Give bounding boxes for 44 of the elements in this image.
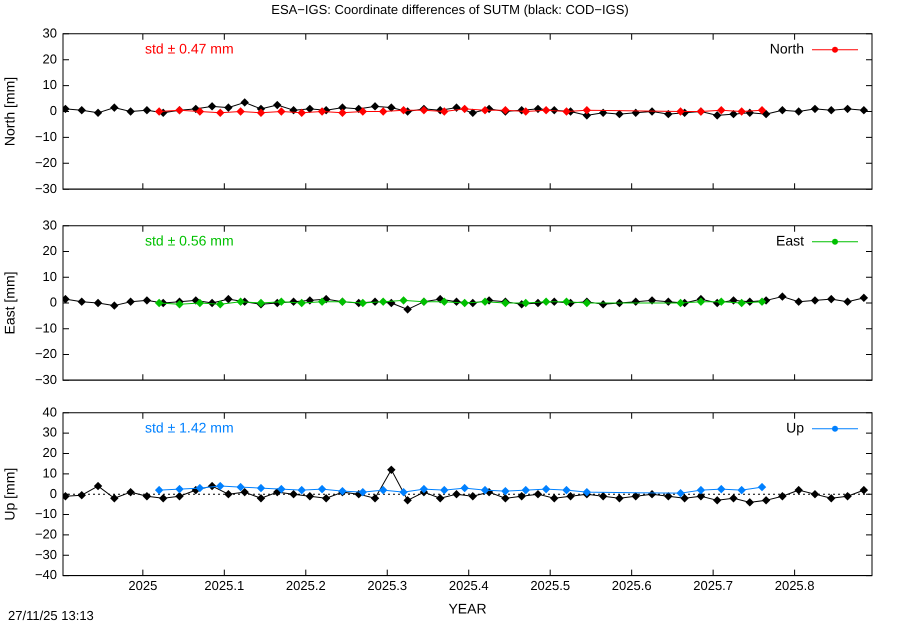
y-tick-label: 30: [42, 25, 57, 40]
x-axis-title: YEAR: [448, 600, 487, 616]
y-tick-label: 20: [42, 243, 57, 258]
y-tick-label: −10: [34, 128, 57, 144]
y-tick-label: 10: [42, 268, 57, 284]
y-tick-label: −10: [34, 506, 57, 522]
x-tick-label: 2025.4: [448, 578, 489, 593]
x-tick-label: 2025.8: [774, 578, 814, 593]
legend-label: North: [770, 40, 804, 57]
x-tick-label: 2025.3: [367, 578, 408, 593]
y-tick-label: 20: [42, 445, 57, 460]
y-tick-label: 10: [42, 77, 57, 92]
y-tick-label: −20: [34, 526, 57, 542]
y-tick-label: 20: [42, 51, 57, 66]
y-axis-title: East [mm]: [1, 271, 18, 335]
text: 27/11/25 13:13: [8, 608, 94, 623]
y-tick-label: −30: [34, 180, 57, 196]
y-tick-label: 0: [50, 103, 57, 118]
y-tick-label: 30: [42, 424, 57, 440]
x-tick-label: 2025.2: [286, 578, 326, 593]
y-tick-label: −30: [34, 372, 57, 387]
annotation: std ± 0.47 mm: [145, 40, 234, 57]
y-tick-label: −20: [34, 154, 57, 170]
x-tick-label: 2025: [128, 578, 158, 593]
legend-label: Up: [786, 420, 804, 436]
annotation: std ± 1.42 mm: [145, 420, 234, 436]
x-tick-label: 2025.7: [693, 578, 734, 593]
y-tick-label: −20: [34, 346, 57, 362]
x-tick-label: 2025.1: [204, 578, 244, 593]
x-tick-label: 2025.5: [530, 578, 570, 593]
y-tick-label: 0: [50, 486, 57, 501]
chart-title: ESA−IGS: Coordinate differences of SUTM (black: COD−IGS): [270, 2, 630, 17]
annotation: std ± 0.56 mm: [145, 232, 234, 249]
y-tick-label: 10: [42, 465, 57, 480]
y-axis-title: North [mm]: [1, 76, 18, 146]
x-tick-label: 2025.6: [612, 578, 652, 593]
y-tick-label: −40: [34, 567, 57, 582]
y-tick-label: 30: [42, 217, 57, 232]
y-tick-label: −30: [34, 546, 57, 562]
y-axis-title: Up [mm]: [1, 468, 18, 521]
y-tick-label: 0: [50, 294, 57, 310]
y-tick-label: −10: [34, 320, 57, 336]
y-tick-label: 40: [42, 404, 57, 420]
legend-label: East: [776, 232, 804, 249]
